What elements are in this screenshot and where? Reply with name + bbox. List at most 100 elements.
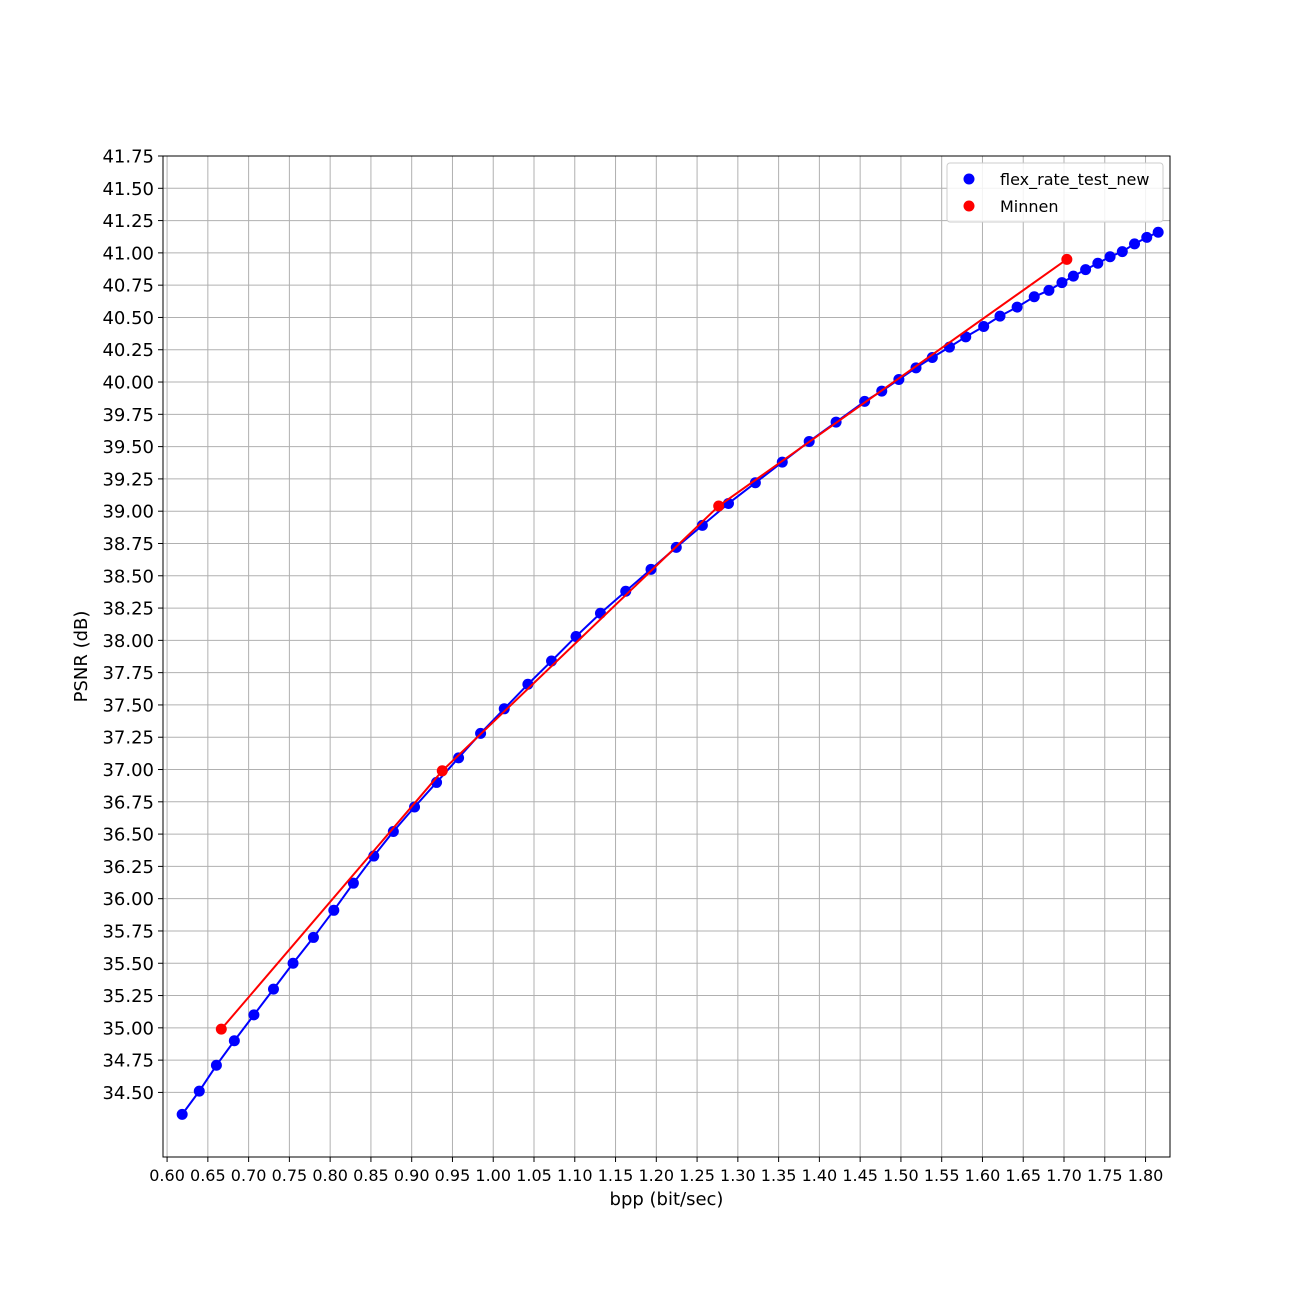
- x-tick-label: 1.10: [557, 1166, 593, 1185]
- data-point: [215, 1023, 227, 1035]
- data-point: [307, 931, 319, 943]
- data-point: [1043, 284, 1055, 296]
- data-point: [1141, 231, 1153, 243]
- y-tick-label: 37.75: [102, 663, 154, 684]
- data-point: [594, 607, 606, 619]
- data-point: [1028, 291, 1040, 303]
- data-point: [978, 320, 990, 332]
- x-tick-label: 1.75: [1087, 1166, 1123, 1185]
- data-point: [1152, 226, 1164, 238]
- y-tick-label: 41.50: [102, 179, 154, 200]
- data-point: [1129, 238, 1141, 250]
- series-layer: [176, 226, 1164, 1120]
- x-tick-label: 1.50: [883, 1166, 919, 1185]
- y-tick-label: 39.00: [102, 502, 154, 523]
- legend-marker: [963, 200, 975, 212]
- y-tick-label: 36.75: [102, 792, 154, 813]
- y-tick-label: 36.25: [102, 857, 154, 878]
- x-tick-label: 1.55: [924, 1166, 960, 1185]
- x-tick-label: 1.70: [1046, 1166, 1082, 1185]
- y-tick-label: 40.75: [102, 276, 154, 297]
- data-point: [193, 1085, 205, 1097]
- y-tick-label: 35.75: [102, 921, 154, 942]
- legend: flex_rate_test_new Minnen: [946, 162, 1164, 223]
- data-point: [287, 957, 299, 969]
- y-gridlines: [163, 155, 1170, 1093]
- data-point: [713, 500, 725, 512]
- x-tick-label: 1.20: [638, 1166, 674, 1185]
- x-tick-label: 0.80: [312, 1166, 348, 1185]
- data-point: [1011, 301, 1023, 313]
- x-tick-label: 0.60: [149, 1166, 185, 1185]
- y-axis-ticks: 34.50 34.75 35.00 35.25 35.50 35.75 36.00 36.25…: [102, 147, 163, 1104]
- x-tick-label: 1.30: [720, 1166, 756, 1185]
- y-tick-label: 41.25: [102, 211, 154, 232]
- data-point: [1092, 257, 1104, 269]
- data-point: [749, 477, 761, 489]
- data-point: [926, 351, 938, 363]
- y-tick-label: 35.00: [102, 1018, 154, 1039]
- x-tick-label: 1.00: [475, 1166, 511, 1185]
- series-flex-rate-test-new: [176, 226, 1164, 1120]
- x-tick-label: 1.80: [1128, 1166, 1164, 1185]
- x-tick-label: 1.45: [842, 1166, 878, 1185]
- data-point: [387, 826, 399, 838]
- y-tick-label: 39.75: [102, 405, 154, 426]
- legend-box: [946, 162, 1164, 223]
- data-point: [436, 765, 448, 777]
- data-point: [347, 877, 359, 889]
- series-line: [181, 231, 1159, 1115]
- y-tick-label: 34.50: [102, 1083, 154, 1104]
- data-point: [620, 585, 632, 597]
- x-tick-label: 0.75: [272, 1166, 308, 1185]
- y-tick-label: 39.25: [102, 469, 154, 490]
- data-point: [267, 983, 279, 995]
- data-point: [1056, 277, 1068, 289]
- data-point: [994, 310, 1006, 322]
- x-tick-label: 1.60: [965, 1166, 1001, 1185]
- series-minnen: [215, 253, 1073, 1035]
- y-tick-label: 40.50: [102, 308, 154, 329]
- x-tick-label: 0.95: [435, 1166, 471, 1185]
- x-tick-label: 0.90: [394, 1166, 430, 1185]
- data-point: [498, 703, 510, 715]
- y-tick-label: 41.00: [102, 243, 154, 264]
- y-tick-label: 36.00: [102, 889, 154, 910]
- y-tick-label: 38.25: [102, 599, 154, 620]
- y-tick-label: 35.50: [102, 954, 154, 975]
- y-tick-label: 35.25: [102, 986, 154, 1007]
- x-tick-label: 0.85: [353, 1166, 389, 1185]
- x-tick-label: 1.65: [1005, 1166, 1041, 1185]
- legend-marker: [963, 173, 975, 185]
- x-axis-ticks: 0.60 0.65 0.70 0.75 0.80 0.85 0.90 0.95 1.00 1.05…: [149, 1157, 1163, 1185]
- y-tick-label: 40.25: [102, 340, 154, 361]
- y-tick-label: 40.00: [102, 373, 154, 394]
- data-point: [409, 801, 421, 813]
- y-tick-label: 38.50: [102, 566, 154, 587]
- x-tick-label: 1.40: [802, 1166, 838, 1185]
- x-tick-label: 1.25: [679, 1166, 715, 1185]
- y-tick-label: 39.50: [102, 437, 154, 458]
- data-point: [1116, 246, 1128, 258]
- y-tick-label: 38.00: [102, 631, 154, 652]
- data-point: [228, 1035, 240, 1047]
- y-tick-label: 38.75: [102, 534, 154, 555]
- plot-area-frame: [162, 155, 1171, 1158]
- data-point: [210, 1059, 222, 1071]
- x-axis-title: bpp (bit/sec): [610, 1189, 724, 1210]
- legend-label: Minnen: [1000, 197, 1059, 216]
- data-point: [1067, 270, 1079, 282]
- y-tick-label: 37.25: [102, 728, 154, 749]
- data-point: [176, 1108, 188, 1120]
- y-tick-label: 34.75: [102, 1051, 154, 1072]
- data-point: [1080, 264, 1092, 276]
- data-point: [1061, 253, 1073, 265]
- y-axis-title: PSNR (dB): [71, 611, 92, 703]
- x-gridlines: [166, 156, 1147, 1157]
- x-tick-label: 0.65: [190, 1166, 226, 1185]
- data-point: [1104, 251, 1116, 263]
- data-point: [328, 904, 340, 916]
- y-tick-label: 41.75: [102, 147, 154, 168]
- x-tick-label: 1.35: [761, 1166, 797, 1185]
